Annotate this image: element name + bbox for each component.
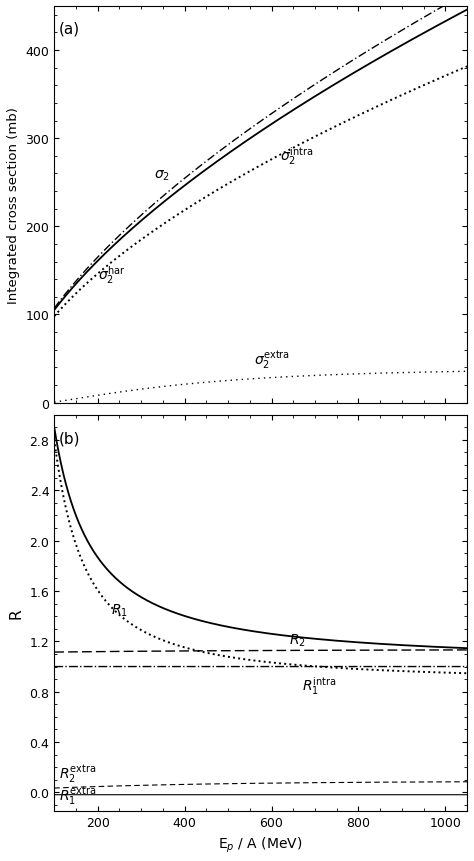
Text: (b): (b) [59, 430, 80, 446]
Text: $R_1^{\rm intra}$: $R_1^{\rm intra}$ [302, 674, 337, 696]
Text: $\sigma_2^{\rm intra}$: $\sigma_2^{\rm intra}$ [280, 146, 313, 167]
Text: $\sigma_2^{\rm har}$: $\sigma_2^{\rm har}$ [98, 264, 125, 286]
Y-axis label: Integrated cross section (mb): Integrated cross section (mb) [7, 107, 20, 303]
X-axis label: E$_p$ / A (MeV): E$_p$ / A (MeV) [219, 835, 303, 854]
Text: $R_1$: $R_1$ [111, 602, 128, 618]
Text: $\sigma_2$: $\sigma_2$ [154, 169, 170, 183]
Text: $R_2^{\rm extra}$: $R_2^{\rm extra}$ [59, 762, 96, 784]
Text: $\sigma_2^{\rm extra}$: $\sigma_2^{\rm extra}$ [254, 350, 290, 371]
Text: $R_1^{\rm extra}$: $R_1^{\rm extra}$ [59, 784, 96, 806]
Text: (a): (a) [59, 22, 80, 36]
Text: $R_2$: $R_2$ [289, 632, 306, 648]
Y-axis label: R: R [9, 608, 24, 618]
